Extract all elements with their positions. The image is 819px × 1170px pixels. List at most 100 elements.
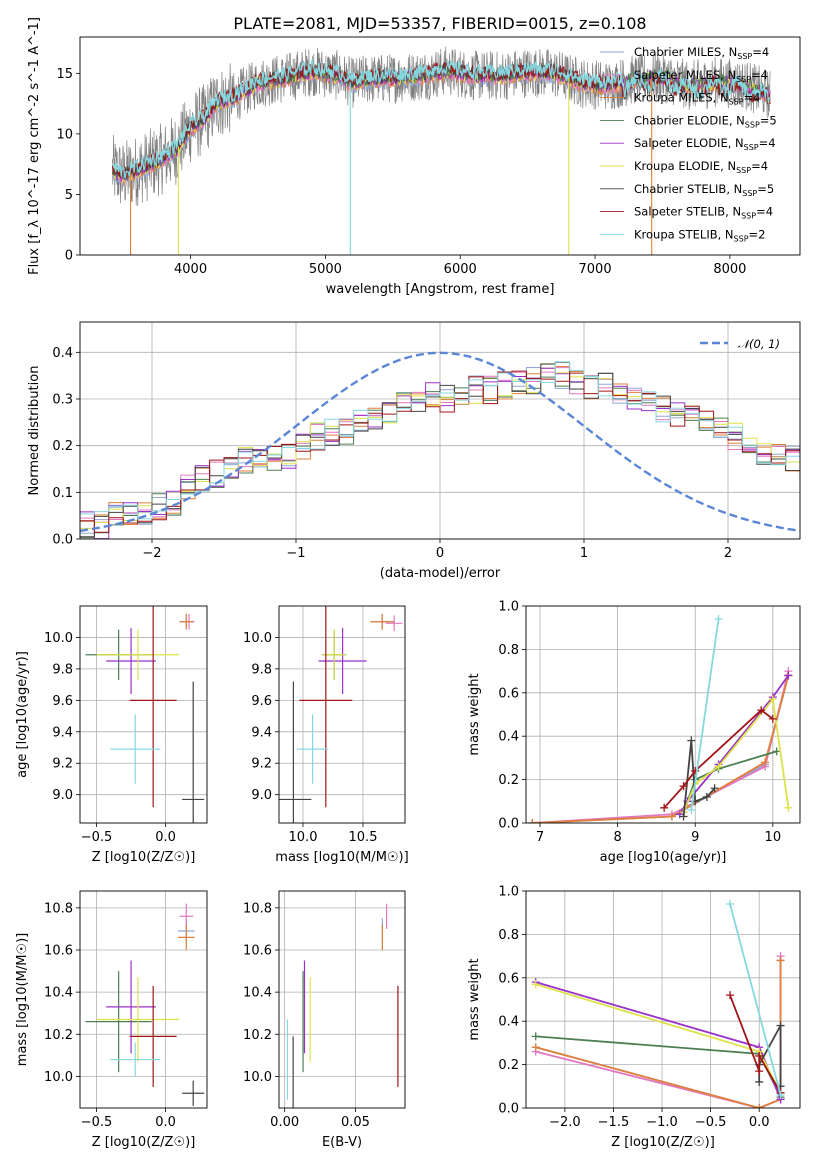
weight-marker (784, 803, 793, 812)
legend-label: Salpeter ELODIE, NSSP=4 (634, 136, 776, 152)
y-tick-label: 0.2 (498, 1058, 519, 1073)
weight-line (663, 709, 774, 809)
weight-marker (784, 671, 793, 680)
weight-line (532, 675, 790, 823)
legend-label: 𝒩(0, 1) (738, 337, 780, 351)
panel-residuals: −2 −1 0 1 2 0.0 0.1 0.2 0.3 0.4 (data-model)/error… (27, 321, 801, 581)
x-tick-label: 0.0 (155, 1115, 176, 1130)
x-tick-label: 0.05 (341, 1115, 370, 1130)
weight-marker (755, 1077, 764, 1086)
legend-label: Kroupa STELIB, NSSP=2 (634, 227, 765, 243)
y-tick-label: 10.0 (44, 1070, 73, 1085)
y-tick-label: 10.6 (243, 943, 272, 958)
x-tick-label: 0 (436, 546, 444, 561)
legend-count: =2 (749, 227, 766, 241)
x-tick-label: 7 (536, 830, 544, 845)
plot-area-spectrum (111, 46, 771, 255)
weight-marker (531, 1032, 540, 1041)
x-tick-label: 0.0 (155, 830, 176, 845)
y-tick-label: 0.4 (498, 1015, 519, 1030)
x-axis-label: wavelength [Angstrom, rest frame] (326, 282, 555, 297)
x-tick-label: 10.0 (289, 830, 318, 845)
y-tick-label: 9.8 (251, 662, 272, 677)
panel-weight_vs_age: 7 8 9 10 0.0 0.2 0.4 0.6 0.8 1.0 age [log10(age/yr… (467, 600, 801, 865)
axes-frame (278, 605, 406, 824)
x-tick-label: −0.5 (81, 1115, 113, 1130)
y-tick-label: 0.0 (498, 1102, 519, 1117)
y-axis-label: age [log10(age/yr)] (15, 651, 30, 778)
weight-line (532, 675, 790, 823)
panel-mass_vs_Z: −0.5 0.0 10.0 10.2 10.4 10.6 10.8 Z [log10(Z/Z☉… (15, 890, 208, 1150)
legend-sub: SSP (729, 98, 744, 107)
x-tick-label: −2 (142, 546, 161, 561)
weight-marker (768, 695, 777, 704)
panel-weight_vs_Z: −2.0 −1.5 −1.0 −0.5 0.0 0.0 0.2 0.4 0.6 0.8 1.0 Z [… (467, 885, 801, 1150)
weight-marker (679, 812, 688, 821)
histogram-kroupa-miles (80, 366, 800, 539)
weight-line (535, 1035, 782, 1098)
panel-mass_vs_EBV: 0.00 0.05 10.0 10.2 10.4 10.6 10.8 E(B-V) (243, 890, 406, 1150)
x-tick-label: −1.5 (598, 1115, 630, 1130)
x-axis-label: (data-model)/error (380, 566, 501, 581)
legend-count: =4 (752, 45, 769, 59)
axes-frame (79, 321, 801, 540)
model-spectrum-line (111, 61, 771, 179)
y-tick-label: 0.2 (498, 773, 519, 788)
weight-marker (757, 706, 766, 715)
legend-count: =5 (760, 113, 777, 127)
legend-sub: SSP (745, 120, 760, 129)
plot-area-weight_vs_Z (526, 891, 800, 1108)
y-tick-label: 0.6 (498, 686, 519, 701)
legend-sub: SSP (742, 189, 757, 198)
legend-count: =4 (751, 68, 768, 82)
y-tick-label: 0 (65, 249, 73, 264)
x-tick-label: 8000 (713, 262, 746, 277)
y-tick-label: 0.6 (498, 971, 519, 986)
histogram-chabrier-miles (80, 363, 800, 539)
histogram-kroupa-stelib (80, 361, 800, 539)
weight-marker (755, 1051, 764, 1060)
y-tick-label: 0.4 (52, 346, 73, 361)
axes-frame (525, 605, 801, 824)
y-tick-label: 15 (56, 67, 73, 82)
weight-marker (755, 1104, 764, 1108)
y-axis-label: mass weight (467, 673, 482, 755)
legend-sub: SSP (734, 234, 749, 243)
y-tick-label: 0.4 (498, 730, 519, 745)
histogram-salpeter-elodie (80, 367, 800, 539)
legend-sub: SSP (736, 166, 751, 175)
weight-line (690, 618, 720, 811)
y-tick-label: 9.4 (251, 725, 272, 740)
figure-title: PLATE=2081, MJD=53357, FIBERID=0015, z=0… (233, 14, 646, 33)
weight-marker (667, 812, 676, 821)
histogram-chabrier-stelib (80, 361, 800, 539)
legend-sub: SSP (737, 52, 752, 61)
y-tick-label: 0.0 (498, 817, 519, 832)
plot-area-mass_vs_EBV (279, 891, 405, 1108)
y-tick-label: 10.8 (243, 901, 272, 916)
weight-marker (687, 805, 696, 814)
weight-marker (702, 792, 711, 801)
x-tick-label: 0.00 (270, 1115, 299, 1130)
legend-count: =4 (744, 91, 761, 105)
axes-frame (79, 890, 208, 1109)
x-tick-label: 4000 (174, 262, 207, 277)
weight-marker (691, 766, 700, 775)
x-tick-label: 6000 (444, 262, 477, 277)
legend-count: =4 (756, 205, 773, 219)
y-axis-label: mass [log10(M/M☉)] (15, 933, 30, 1066)
x-tick-label: 7000 (579, 262, 612, 277)
x-tick-label: −2.0 (549, 1115, 581, 1130)
x-tick-label: 8 (613, 830, 621, 845)
y-tick-label: 10.4 (243, 986, 272, 1001)
weight-marker (710, 784, 719, 793)
weight-marker (714, 615, 723, 624)
weight-line (532, 670, 790, 823)
y-tick-label: 0.8 (498, 643, 519, 658)
weight-marker (776, 1090, 785, 1099)
weight-line (678, 674, 790, 815)
weight-line (729, 994, 782, 1094)
y-tick-label: 10.0 (44, 631, 73, 646)
